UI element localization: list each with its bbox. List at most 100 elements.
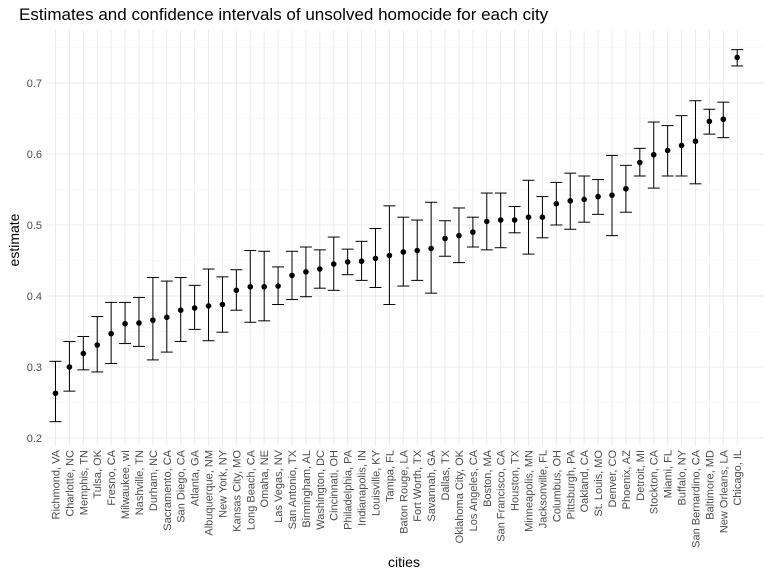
estimate-point [163,314,170,321]
x-tick-label: Boston, MA [482,449,494,507]
x-tick-label: Sacramento, CA [162,449,174,530]
city-point-group [717,101,730,139]
x-tick-labels: Richmond, VA Charlotte, NC Memphis, TN Tuls… [51,449,745,548]
estimate-point [553,200,560,207]
x-tick-label: Houston, TX [510,449,522,511]
estimate-point [191,305,198,311]
estimate-point [525,214,532,220]
estimate-point [664,147,671,154]
x-tick-label: Fort Worth, TX [412,449,424,521]
y-tick-label: 0.6 [27,149,42,161]
estimate-point [706,118,713,125]
estimate-point [414,247,421,254]
city-point-group [119,301,132,345]
estimate-point [358,258,365,265]
grid [46,30,764,445]
y-axis-title: estimate [6,213,22,266]
estimate-point [205,303,212,309]
estimate-point [539,214,546,220]
x-tick-label: Savannah, GA [426,449,438,521]
city-point-group [425,201,438,294]
estimate-point [247,283,254,290]
x-tick-label: Memphis, TN [78,450,90,515]
city-point-group [160,280,173,353]
x-tick-label: Oakland, CA [579,449,591,512]
city-point-group [661,125,674,177]
x-tick-label: Long Beach, CA [245,449,257,530]
city-point-group [105,301,118,364]
estimate-point [330,261,337,267]
x-tick-label: Minneapolis, MN [524,450,536,532]
city-point-group [452,207,465,264]
city-point-group [272,266,285,306]
estimate-point [261,283,267,290]
x-tick-label: Philadelphia, PA [343,449,355,530]
estimate-point [609,192,615,198]
estimate-point [470,229,476,235]
city-point-group [174,277,187,342]
estimate-point [289,272,295,279]
city-point-group [244,250,257,323]
estimate-point [650,151,657,158]
x-tick-label: Kansas City, MO [231,450,243,532]
estimate-point [150,317,156,323]
city-point-group [619,164,632,213]
estimate-point [456,232,462,239]
city-point-group [327,236,340,291]
city-point-group [578,175,591,223]
x-tick-label: San Diego, CA [176,449,188,522]
x-tick-label: St. Louis, MO [593,450,605,517]
x-tick-label: Las Vegas, NV [273,449,285,522]
estimate-point [317,266,323,272]
y-tick-labels: 0.2 0.3 0.4 0.5 0.6 0.7 [27,78,42,445]
x-tick-label: Albuquerque, NM [204,450,216,536]
estimate-point [567,198,574,204]
x-tick-label: Indianapolis, IN [357,450,369,526]
city-point-group [647,121,660,189]
x-tick-label: Baltimore, MD [704,450,716,520]
city-point-group [633,147,646,177]
city-point-group [480,192,493,251]
x-tick-label: Pittsburgh, PA [565,449,577,519]
estimate-point [442,235,448,242]
estimate-point [275,283,281,289]
city-point-group [299,246,312,298]
estimate-point [233,287,240,294]
x-tick-label: Miami, FL [663,450,675,498]
city-point-group [466,216,479,248]
estimate-point [497,217,504,223]
y-tick-label: 0.5 [27,220,42,232]
estimate-point [386,252,393,259]
x-tick-label: Tulsa, OK [92,449,104,498]
data-marks [49,49,744,423]
city-point-group [592,179,605,215]
x-tick-label: San Antonio, TX [287,449,299,529]
city-point-group [439,220,452,257]
city-point-group [522,179,535,255]
x-tick-label: San Francisco, CA [496,449,508,541]
chart-title: Estimates and confidence intervals of un… [19,5,549,24]
city-point-group [689,100,702,185]
city-point-group [605,154,618,237]
x-tick-label: Milwaukee, wI [120,450,132,519]
estimate-point [66,364,73,370]
x-tick-label: Columbus, OH [551,450,563,522]
city-point-group [91,316,104,373]
estimate-point [303,269,309,275]
city-point-group [564,172,577,230]
city-point-group [341,248,354,276]
x-tick-label: Nashville, TN [134,450,146,515]
city-point-group [397,216,410,287]
x-tick-label: Baton Rouge, LA [398,449,410,533]
x-tick-label: New Orleans, LA [718,449,730,533]
city-point-group [146,277,159,361]
city-point-group [411,219,424,281]
city-point-group [132,296,145,347]
estimate-point [623,185,629,192]
x-tick-label: Oklahoma City, OK [454,449,466,543]
x-tick-label: Louisville, KY [370,449,382,516]
estimate-point [428,245,434,252]
city-point-group [230,269,243,311]
x-tick-label: Omaha, NE [259,450,271,507]
